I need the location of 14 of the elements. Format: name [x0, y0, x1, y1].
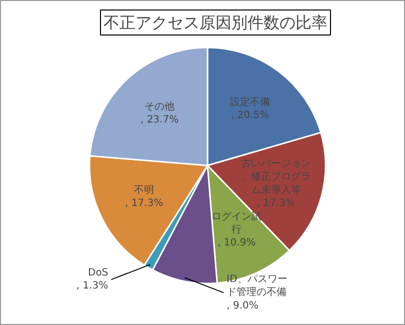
- data-label: , 9.0%: [226, 300, 258, 312]
- data-label: , 17.3%: [125, 198, 164, 210]
- slice-label: ログイン試行: [212, 210, 262, 236]
- data-label: , 10.9%: [218, 238, 256, 249]
- data-label: , 17.3%: [256, 198, 295, 210]
- slice-label: その他: [144, 100, 175, 112]
- slice-label: 古いバージョン、修正プログラム未導入等: [240, 157, 311, 196]
- data-label: , 23.7%: [140, 114, 179, 126]
- data-label: , 1.3%: [76, 280, 108, 292]
- data-label: , 20.5%: [230, 110, 270, 121]
- slice-label: 設定不備: [230, 96, 270, 108]
- chart-title: 不正アクセス原因別件数の比率: [104, 13, 328, 32]
- slice-label: DoS: [88, 267, 108, 278]
- slice-label: 不明: [134, 184, 154, 196]
